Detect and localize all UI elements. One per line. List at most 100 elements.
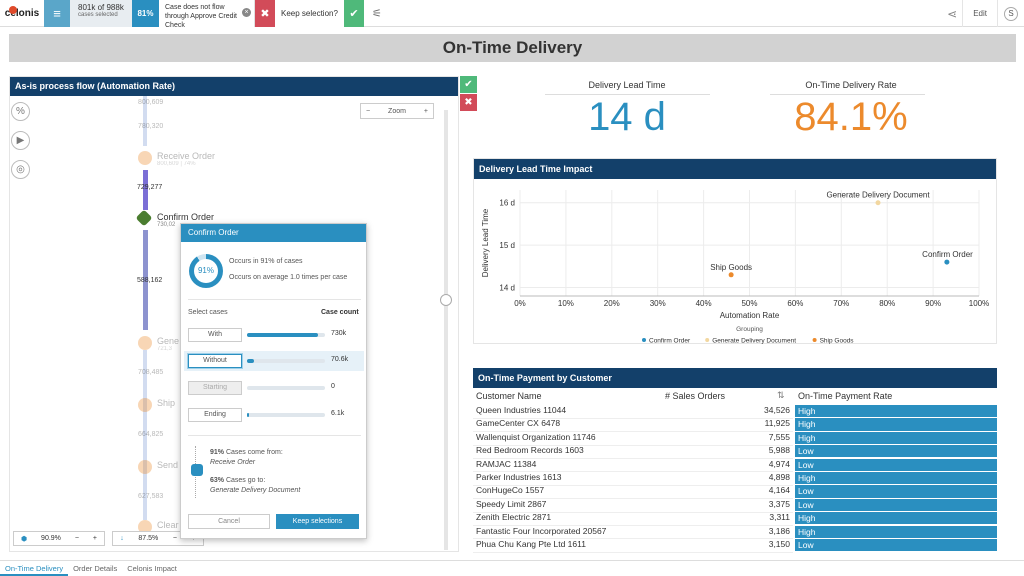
data-point bbox=[728, 272, 734, 278]
table-row[interactable]: GameCenter CX 6478 11,925 High bbox=[473, 418, 997, 433]
sort-icon[interactable]: ⇅ bbox=[777, 390, 785, 400]
menu-icon[interactable]: ≡ bbox=[44, 0, 70, 27]
zoom-out-icon[interactable]: − bbox=[366, 107, 371, 115]
process-slider-track[interactable] bbox=[444, 110, 448, 550]
table-row[interactable]: Parker Industries 1613 4,898 High bbox=[473, 472, 997, 486]
edit-button[interactable]: Edit bbox=[962, 0, 998, 27]
x-axis-label: Automation Rate bbox=[720, 311, 780, 320]
kpi-divider-2 bbox=[770, 94, 925, 95]
confirm-selection-button[interactable]: ✔ bbox=[343, 0, 364, 27]
send-node-icon[interactable] bbox=[138, 460, 152, 474]
keep-selections-button[interactable]: Keep selections bbox=[276, 514, 359, 529]
activity-minus-icon[interactable]: − bbox=[74, 535, 79, 542]
without-bar bbox=[247, 359, 325, 363]
select-without-button[interactable]: Without bbox=[188, 354, 242, 368]
y-tick-label: 15 d bbox=[499, 241, 515, 250]
tab-celonis-impact[interactable]: Celonis Impact bbox=[127, 564, 177, 573]
customer-name-cell: RAMJAC 11384 bbox=[476, 458, 537, 469]
select-starting-button[interactable]: Starting bbox=[188, 381, 242, 395]
table-row[interactable]: ConHugeCo 1557 4,164 Low bbox=[473, 485, 997, 500]
clear-node-icon[interactable] bbox=[138, 520, 152, 534]
legend-marker bbox=[642, 338, 646, 342]
table-row[interactable]: Red Bedroom Records 1603 5,988 Low bbox=[473, 445, 997, 459]
node-receive-order[interactable]: Receive Order bbox=[157, 151, 216, 161]
filter-chip[interactable]: Case does not flow through Approve Credi… bbox=[159, 0, 255, 29]
discard-selection-button[interactable]: ✖ bbox=[255, 0, 275, 27]
lead-time-chart-panel: Delivery Lead Time Impact 0% 10% 20% 30% 40%… bbox=[473, 158, 997, 344]
y-tick-label: 16 d bbox=[499, 199, 515, 208]
kpi-lead-time-value: 14 d bbox=[588, 95, 666, 139]
ending-bar bbox=[247, 413, 325, 417]
data-point bbox=[875, 200, 881, 206]
with-bar-fill bbox=[247, 333, 318, 337]
tab-on-time-delivery[interactable]: On-Time Delivery bbox=[0, 561, 69, 576]
logo-text: celonis bbox=[4, 7, 40, 19]
apply-process-button[interactable]: ✔ bbox=[460, 76, 477, 93]
gene-node-icon[interactable] bbox=[138, 336, 152, 350]
x-tick-label: 0% bbox=[514, 299, 526, 308]
reset-process-button[interactable]: ✖ bbox=[460, 94, 477, 111]
cancel-button[interactable]: Cancel bbox=[188, 514, 270, 529]
tab-order-details[interactable]: Order Details bbox=[73, 564, 118, 573]
play-animation-icon[interactable]: ▶ bbox=[11, 131, 30, 150]
select-with-button[interactable]: With bbox=[188, 328, 242, 342]
zoom-in-icon[interactable]: + bbox=[423, 107, 428, 115]
occurs-avg-text: Occurs on average 1.0 times per case bbox=[229, 274, 348, 281]
customer-name-cell: Parker Industries 1613 bbox=[476, 472, 562, 482]
occurs-cases-text: Occurs in 91% of cases bbox=[229, 258, 303, 265]
table-row[interactable]: Fantastic Four Incorporated 20567 3,186 Hi… bbox=[473, 525, 997, 540]
table-row[interactable]: Speedy Limit 2867 3,375 Low bbox=[473, 498, 997, 513]
share-icon[interactable]: ⋖ bbox=[947, 6, 958, 21]
x-tick-label: 60% bbox=[787, 299, 803, 308]
flow-hexagon-icon bbox=[191, 464, 203, 476]
table-row[interactable]: RAMJAC 11384 4,974 Low bbox=[473, 458, 997, 473]
customer-name-cell: Wallenquist Organization 11746 bbox=[476, 431, 596, 442]
remove-filter-icon[interactable]: × bbox=[242, 7, 251, 17]
node-ship[interactable]: Ship bbox=[157, 398, 176, 408]
case-count-label: Case count bbox=[321, 309, 359, 316]
flow-edge-receive-confirm[interactable] bbox=[143, 170, 148, 210]
connection-arrow-icon: ↓ bbox=[120, 535, 124, 542]
col-sales-orders[interactable]: # Sales Orders bbox=[665, 391, 726, 401]
ship-node-icon[interactable] bbox=[138, 398, 152, 412]
donut-percent: 91% bbox=[194, 259, 218, 283]
node-confirm-order[interactable]: Confirm Order bbox=[157, 212, 215, 222]
user-avatar[interactable]: S bbox=[1004, 6, 1018, 21]
table-row[interactable]: Phua Chu Kang Pte Ltd 1611 3,150 Low bbox=[473, 539, 997, 553]
col-customer-name[interactable]: Customer Name bbox=[476, 391, 542, 401]
process-slider-thumb[interactable] bbox=[440, 294, 452, 306]
percent-mode-icon[interactable]: % bbox=[11, 102, 30, 121]
table-row[interactable]: Zenith Electric 2871 3,311 High bbox=[473, 512, 997, 526]
filter-settings-icon[interactable]: ⚟ bbox=[372, 7, 382, 20]
cases-selected-chip[interactable]: 801k of 988k cases selected bbox=[70, 0, 132, 27]
edge-label-top: 800,609 bbox=[138, 99, 164, 106]
table-header: Customer Name # Sales Orders ⇅ On-Time P… bbox=[473, 389, 997, 403]
col-payment-rate[interactable]: On-Time Payment Rate bbox=[798, 391, 893, 401]
flow-edge-lower bbox=[143, 350, 147, 520]
node-send[interactable]: Send bbox=[157, 460, 179, 470]
hide-icon[interactable]: ◎ bbox=[11, 160, 30, 179]
celonis-logo[interactable]: celonis bbox=[0, 0, 44, 27]
x-tick-label: 50% bbox=[741, 299, 757, 308]
activity-plus-icon[interactable]: + bbox=[92, 535, 97, 542]
sheet-tabs: On-Time Delivery Order Details Celonis I… bbox=[0, 560, 1024, 576]
payment-rate-cell: High bbox=[795, 512, 997, 525]
customer-name-cell: GameCenter CX 6478 bbox=[476, 418, 561, 429]
cases-count: 801k of 988k bbox=[78, 2, 124, 12]
table-row[interactable]: Wallenquist Organization 11746 7,555 High bbox=[473, 431, 997, 446]
legend-entry: Ship Goods bbox=[820, 338, 855, 345]
node-gene[interactable]: Gene bbox=[157, 336, 180, 346]
customer-name-cell: Queen Industries 11044 bbox=[476, 405, 567, 415]
with-bar bbox=[247, 333, 325, 337]
select-ending-button[interactable]: Ending bbox=[188, 408, 242, 422]
x-tick-label: 10% bbox=[558, 299, 574, 308]
connection-minus-icon[interactable]: − bbox=[172, 535, 177, 542]
flow-edge-confirm-gene[interactable] bbox=[143, 230, 148, 330]
node-clear[interactable]: Clear bbox=[157, 520, 179, 530]
popup-title: Confirm Order bbox=[181, 224, 366, 242]
table-row[interactable]: Queen Industries 11044 34,526 High bbox=[473, 405, 997, 419]
receive-order-node-icon[interactable] bbox=[138, 151, 152, 165]
point-label: Confirm Order bbox=[922, 250, 973, 259]
logo-dot-icon bbox=[9, 5, 17, 14]
payment-rate-cell: High bbox=[795, 418, 997, 431]
